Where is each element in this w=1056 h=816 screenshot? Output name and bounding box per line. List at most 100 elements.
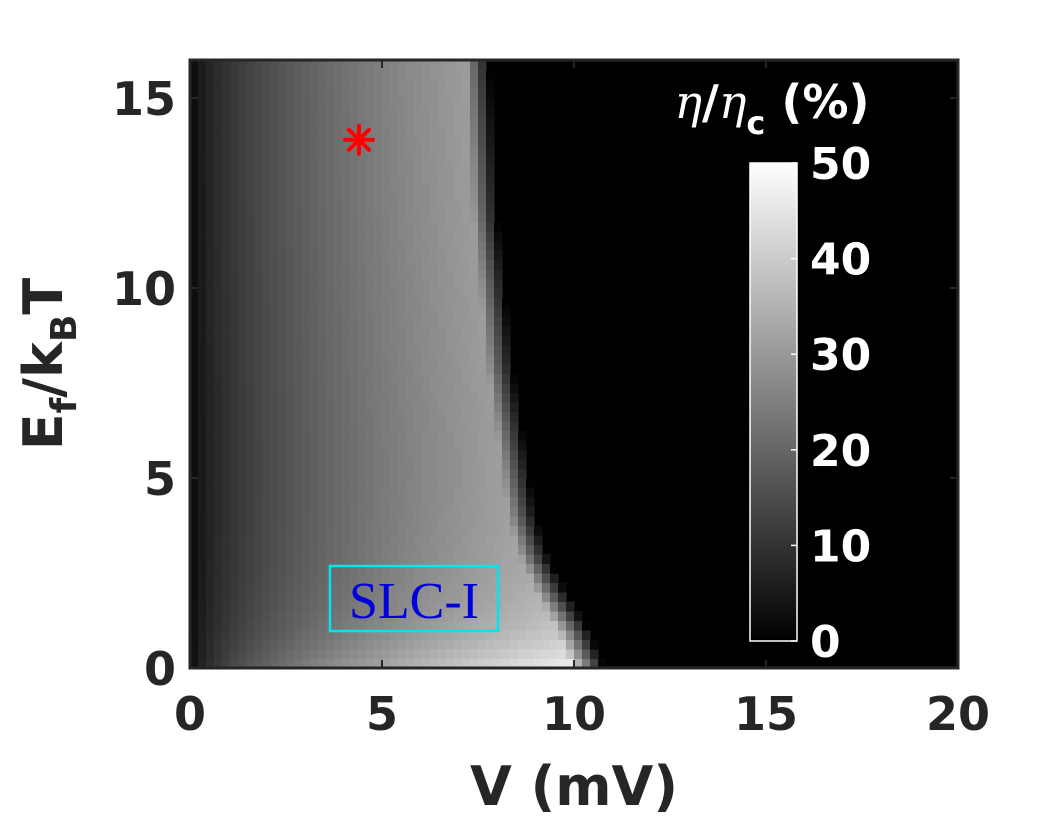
heatmap-cell (358, 174, 367, 185)
heatmap-cell (190, 535, 199, 546)
heatmap-cell (206, 459, 215, 470)
heatmap-cell (350, 658, 359, 668)
heatmap-cell (374, 250, 383, 261)
heatmap-cell (502, 411, 511, 422)
heatmap-cell (230, 611, 239, 622)
heatmap-cell (518, 658, 527, 668)
heatmap-cell (206, 60, 215, 71)
heatmap-cell (518, 440, 527, 451)
heatmap-cell (430, 88, 439, 99)
heatmap-cell (270, 592, 279, 603)
heatmap-cell (462, 278, 471, 289)
heatmap-cell (398, 649, 407, 660)
heatmap-cell (406, 126, 415, 137)
heatmap-cell (430, 240, 439, 251)
heatmap-cell (270, 316, 279, 327)
heatmap-cell (374, 60, 383, 71)
heatmap-cell (262, 326, 271, 337)
heatmap-cell (446, 611, 455, 622)
heatmap-cell (398, 373, 407, 384)
heatmap-cell (246, 440, 255, 451)
heatmap-cell (310, 487, 319, 498)
heatmap-cell (438, 478, 447, 489)
heatmap-cell (334, 297, 343, 308)
heatmap-cell (326, 288, 335, 299)
heatmap-cell (254, 620, 263, 631)
heatmap-cell (390, 649, 399, 660)
heatmap-cell (390, 164, 399, 175)
heatmap-cell (358, 411, 367, 422)
heatmap-cell (342, 620, 351, 631)
heatmap-cell (494, 345, 503, 356)
heatmap-cell (254, 506, 263, 517)
heatmap-cell (254, 630, 263, 641)
heatmap-cell (382, 383, 391, 394)
heatmap-cell (270, 259, 279, 270)
heatmap-cell (238, 611, 247, 622)
heatmap-cell (438, 487, 447, 498)
heatmap-cell (214, 164, 223, 175)
heatmap-cell (334, 288, 343, 299)
heatmap-cell (374, 69, 383, 80)
heatmap-cell (430, 316, 439, 327)
heatmap-cell (214, 658, 223, 668)
heatmap-cell (342, 240, 351, 251)
heatmap-cell (398, 278, 407, 289)
heatmap-cell (398, 288, 407, 299)
heatmap-cell (214, 611, 223, 622)
heatmap-cell (390, 402, 399, 413)
heatmap-cell (302, 516, 311, 527)
heatmap-cell (230, 525, 239, 536)
heatmap-cell (470, 364, 479, 375)
heatmap-cell (246, 288, 255, 299)
heatmap-cell (334, 278, 343, 289)
heatmap-cell (454, 326, 463, 337)
heatmap-cell (358, 98, 367, 109)
heatmap-cell (278, 212, 287, 223)
heatmap-cell (198, 117, 207, 128)
heatmap-cell (286, 259, 295, 270)
heatmap-cell (334, 411, 343, 422)
heatmap-cell (374, 421, 383, 432)
heatmap-cell (470, 639, 479, 650)
heatmap-cell (510, 554, 519, 565)
heatmap-cell (382, 421, 391, 432)
heatmap-cell (214, 402, 223, 413)
heatmap-cell (446, 573, 455, 584)
heatmap-cell (510, 516, 519, 527)
heatmap-cell (454, 117, 463, 128)
heatmap-cell (430, 221, 439, 232)
heatmap-cell (358, 516, 367, 527)
heatmap-cell (406, 478, 415, 489)
heatmap-cell (366, 554, 375, 565)
heatmap-cell (214, 297, 223, 308)
heatmap-cell (206, 611, 215, 622)
heatmap-cell (254, 136, 263, 147)
heatmap-cell (270, 288, 279, 299)
heatmap-cell (350, 174, 359, 185)
heatmap-cell (374, 297, 383, 308)
heatmap-cell (262, 335, 271, 346)
heatmap-cell (478, 60, 487, 71)
heatmap-cell (358, 630, 367, 641)
y-axis-title: Ef/kBT (12, 278, 85, 451)
heatmap-cell (470, 240, 479, 251)
heatmap-cell (230, 582, 239, 593)
heatmap-cell (302, 421, 311, 432)
heatmap-cell (310, 525, 319, 536)
heatmap-cell (438, 183, 447, 194)
heatmap-cell (486, 421, 495, 432)
heatmap-cell (582, 630, 591, 641)
heatmap-cell (238, 164, 247, 175)
heatmap-cell (294, 174, 303, 185)
heatmap-cell (414, 259, 423, 270)
heatmap-cell (334, 402, 343, 413)
heatmap-cell (254, 164, 263, 175)
heatmap-cell (302, 250, 311, 261)
heatmap-cell (430, 335, 439, 346)
heatmap-cell (270, 221, 279, 232)
heatmap-cell (206, 212, 215, 223)
heatmap-cell (342, 193, 351, 204)
heatmap-cell (470, 582, 479, 593)
heatmap-cell (414, 297, 423, 308)
